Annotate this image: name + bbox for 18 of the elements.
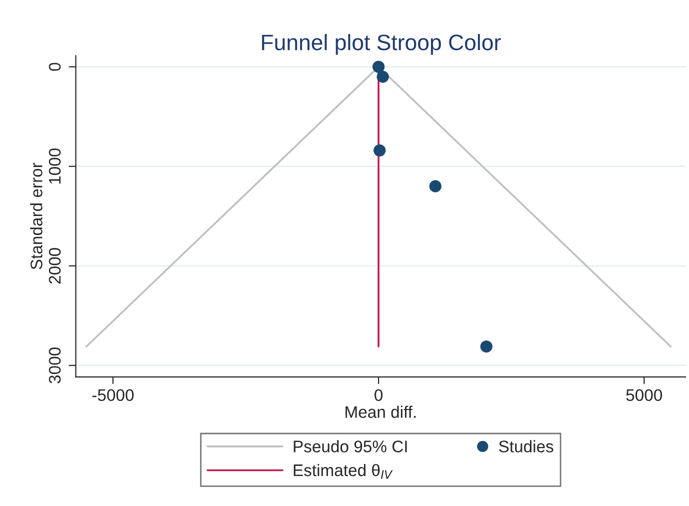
point [374,144,386,156]
x-tick-label: -5000 [92,389,134,402]
y-axis-title: Standard error [30,162,42,270]
point [429,180,442,192]
chart-title: Funnel plot Stroop Color [262,34,501,55]
x-tick-label: 5000 [626,389,662,402]
y-tick-label: 1000 [48,148,61,184]
point [480,340,492,353]
point [376,70,389,83]
legend-label: Estimated θ$_{IV}$ [294,464,393,479]
y-tick-label: 2000 [48,248,61,284]
y-tick-label: 3000 [48,348,61,384]
y-tick-label: 0 [48,62,61,71]
legend-label: Pseudo 95% CI [294,440,407,452]
legend-label: Studies [499,440,554,452]
x-axis-title: Mean diff. [346,406,416,418]
point [372,60,385,73]
x-tick-label: 0 [374,389,383,402]
